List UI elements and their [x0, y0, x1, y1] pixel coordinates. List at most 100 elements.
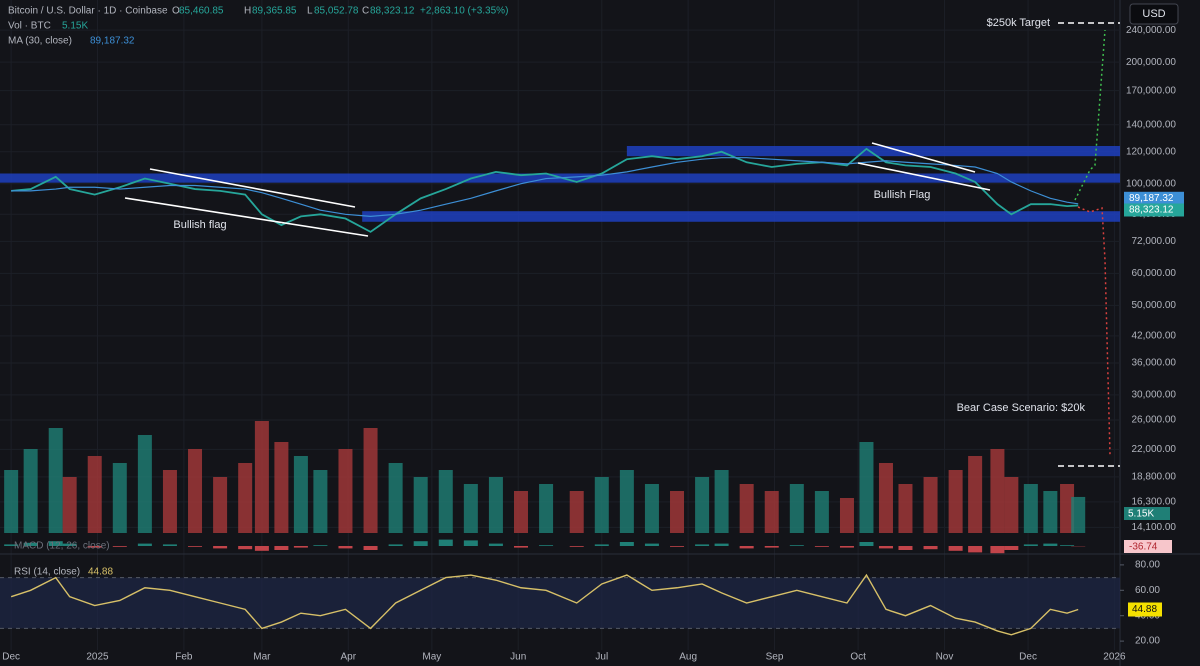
macd-tag [1124, 540, 1172, 553]
macd-bar [388, 544, 403, 546]
volume-bar [739, 484, 754, 533]
macd-tag-label: -36.74 [1129, 542, 1158, 553]
volume-bar [714, 470, 729, 533]
volume: 5.15K [62, 21, 88, 32]
y-tick-label: 14,100.00 [1132, 522, 1177, 533]
macd-bar [714, 543, 729, 546]
volume-bar [293, 456, 308, 533]
rsi-band [0, 577, 1120, 629]
y-tick-label: 26,000.00 [1132, 415, 1177, 426]
x-tick-label: 2025 [86, 652, 109, 663]
macd-bar [789, 545, 804, 546]
plot [0, 0, 1120, 650]
x-tick-label: Jun [510, 652, 526, 663]
price-tag [1124, 203, 1184, 217]
macd-bar [859, 542, 874, 546]
macd-bar [594, 544, 609, 546]
volume-bar [990, 449, 1005, 533]
macd-bar [488, 543, 503, 546]
macd-bar [764, 546, 779, 548]
high-label: H [244, 6, 251, 17]
volume-label: Vol · BTC [8, 21, 51, 32]
y-tick-label: 16,300.00 [1132, 497, 1177, 508]
volume-bar [254, 421, 269, 533]
volume-bar [670, 491, 685, 533]
macd-bar [670, 546, 685, 547]
annotation: Bear Case Scenario: $20k [957, 402, 1086, 414]
macd-bar [839, 546, 854, 548]
macd-bar [898, 546, 913, 550]
open-label: O [172, 6, 180, 17]
macd-bar [1004, 546, 1019, 550]
volume-bar [695, 477, 710, 533]
y-tick-label: 72,000.00 [1132, 236, 1177, 247]
y-tick-label: 30,000.00 [1132, 390, 1177, 401]
volume-bar [878, 463, 893, 533]
macd-bar [188, 546, 203, 547]
y-tick-label: 60,000.00 [1132, 268, 1177, 279]
ma-label: MA (30, close) [8, 36, 72, 47]
rsi-title: RSI (14, close) [14, 567, 80, 578]
volume-bar [859, 442, 874, 533]
high: 89,365.85 [252, 6, 297, 17]
zone [362, 211, 1120, 222]
volume-bar [513, 491, 528, 533]
volume-bar [948, 470, 963, 533]
volume-bar [1060, 484, 1075, 533]
macd-bar [644, 543, 659, 546]
x-tick-label: Dec [2, 652, 20, 663]
y-tick-label: 200,000.00 [1126, 57, 1176, 68]
macd-bar [363, 546, 378, 550]
volume-bar [539, 484, 554, 533]
ma-line [11, 157, 1079, 218]
macd-bar [293, 546, 308, 548]
y-tick-label: 120,000.00 [1126, 146, 1176, 157]
volume-bar [569, 491, 584, 533]
volume-bar [23, 449, 38, 533]
rsi-line [10, 573, 1079, 636]
macd-bar [990, 546, 1005, 554]
x-tick-label: Apr [340, 652, 356, 663]
volume-bar [594, 477, 609, 533]
macd-bar [162, 544, 177, 546]
volume-bar [1071, 496, 1086, 533]
volume-bar [137, 435, 152, 533]
x-tick-label: Sep [766, 652, 784, 663]
macd-bar [695, 544, 710, 546]
macd-bar [878, 546, 893, 549]
currency-box[interactable] [1129, 3, 1179, 25]
rsi-tick-label: 80.00 [1135, 560, 1160, 571]
macd-bar [923, 546, 938, 550]
volume-bar [388, 463, 403, 533]
macd-bar [112, 546, 127, 547]
y-tick-label: 100,000.00 [1126, 178, 1176, 189]
flag-line [871, 142, 976, 173]
ma-tag-label: 89,187.32 [1129, 193, 1174, 204]
y-tick-label: 18,800.00 [1132, 472, 1177, 483]
x-tick-label: Feb [175, 652, 193, 663]
macd-bar [739, 546, 754, 549]
note: Bullish flag [173, 219, 226, 231]
volume-bar [488, 477, 503, 533]
y-tick-label: 140,000.00 [1126, 119, 1176, 130]
volume-bar [1004, 477, 1019, 533]
x-tick-label: Nov [936, 652, 954, 663]
flag-line [124, 197, 369, 237]
volume-tag-label: 5.15K [1128, 509, 1154, 520]
volume-bar [213, 477, 228, 533]
x-tick-label: May [422, 652, 441, 663]
volume-bar [188, 449, 203, 533]
x-tick-label: Jul [595, 652, 608, 663]
ma-tag [1124, 191, 1184, 205]
price-tag-label: 88,323.12 [1129, 205, 1174, 216]
volume-bar [112, 463, 127, 533]
macd-bar [569, 546, 584, 547]
volume-bar [62, 477, 77, 533]
volume-bar [438, 470, 453, 533]
bull-projection [1074, 29, 1106, 201]
macd-bar [413, 541, 428, 546]
y-tick-label: 22,000.00 [1132, 444, 1177, 455]
